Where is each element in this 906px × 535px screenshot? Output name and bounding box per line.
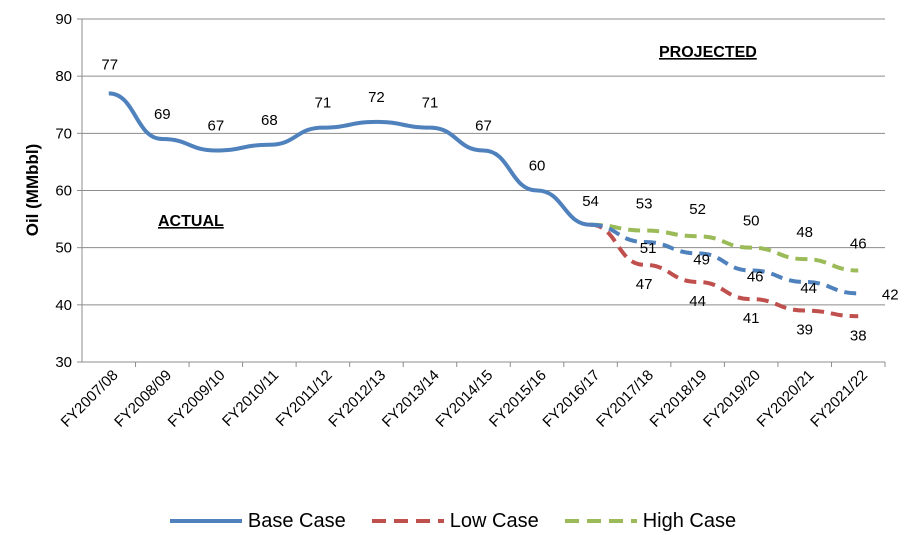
x-tick-label: FY2018/19 <box>647 367 711 431</box>
x-tick-label: FY2008/09 <box>111 367 175 431</box>
x-tick-label: FY2013/14 <box>379 367 443 431</box>
y-tick-label: 30 <box>55 354 72 371</box>
legend-item-high-case: High Case <box>564 509 737 533</box>
data-label-base-case: 67 <box>207 117 224 134</box>
legend-swatch-high-case <box>564 519 637 523</box>
series-line-low-case <box>590 222 859 319</box>
x-tick-label: FY2014/15 <box>432 367 496 431</box>
series-line-high-case <box>590 222 859 273</box>
data-label-high-case: 52 <box>689 201 706 218</box>
data-label-base-case: 67 <box>475 117 492 134</box>
data-label-base-case: 49 <box>693 251 710 268</box>
series-lines <box>108 91 859 319</box>
data-label-high-case: 48 <box>796 224 813 241</box>
legend-swatch-base-case <box>169 519 242 523</box>
data-label-base-case: 60 <box>529 158 546 175</box>
data-label-base-case: 51 <box>640 240 657 257</box>
oil-production-chart: 30 40 50 60 70 80 90 FY2007/08FY2008/09FY2009/… <box>23 11 899 431</box>
x-tick-label: FY2016/17 <box>539 367 603 431</box>
legend-label-low-case: Low Case <box>449 509 539 532</box>
y-tick-label: 40 <box>55 297 72 314</box>
x-tick-label: FY2019/20 <box>700 367 764 431</box>
legend-label-high-case: High Case <box>642 509 737 532</box>
data-label-base-case: 77 <box>101 56 118 73</box>
data-label-low-case: 41 <box>743 310 760 327</box>
data-label-base-case: 54 <box>582 193 599 210</box>
y-tick-label: 90 <box>55 11 72 28</box>
series-line-base-case-actual <box>108 91 591 227</box>
legend-swatch-low-case <box>371 519 444 523</box>
data-label-low-case: 44 <box>689 293 706 310</box>
y-axis-ticks: 30 40 50 60 70 80 90 <box>55 11 72 371</box>
legend-item-base-case: Base Case <box>169 509 346 533</box>
data-label-base-case: 72 <box>368 89 385 106</box>
x-tick-label: FY2009/10 <box>165 367 229 431</box>
data-label-base-case: 68 <box>261 112 278 129</box>
data-label-base-case: 71 <box>422 95 439 112</box>
data-label-base-case: 69 <box>154 106 171 123</box>
y-tick-label: 80 <box>55 68 72 85</box>
data-label-high-case: 46 <box>850 236 867 253</box>
projected-annotation: PROJECTED <box>659 44 757 61</box>
data-label-low-case: 39 <box>796 322 813 339</box>
legend-item-low-case: Low Case <box>371 509 539 533</box>
x-tick-label: FY2017/18 <box>593 367 657 431</box>
x-tick-label: FY2012/13 <box>325 367 389 431</box>
x-tick-label: FY2021/22 <box>807 367 871 431</box>
y-tick-label: 70 <box>55 125 72 142</box>
y-axis-label: Oil (MMbbl) <box>23 144 42 237</box>
data-label-high-case: 50 <box>743 213 760 230</box>
data-label-base-case: 46 <box>747 269 764 286</box>
legend: Base Case Low Case High Case <box>0 508 906 534</box>
data-label-high-case: 53 <box>636 196 653 213</box>
actual-annotation: ACTUAL <box>158 213 224 230</box>
gridlines <box>77 18 886 367</box>
data-label-low-case: 38 <box>850 327 867 344</box>
data-label-base-case: 71 <box>315 95 332 112</box>
data-label-base-case: 44 <box>800 280 817 297</box>
x-tick-label: FY2007/08 <box>58 367 122 431</box>
y-tick-label: 50 <box>55 240 72 257</box>
y-tick-label: 60 <box>55 183 72 200</box>
legend-label-base-case: Base Case <box>247 509 346 532</box>
data-label-low-case: 47 <box>636 276 653 293</box>
data-labels: 77 69 67 68 71 72 71 67 60 54 51 49 46 44 42 53 52 50 48 46… <box>101 56 898 344</box>
x-tick-label: FY2010/11 <box>219 367 282 430</box>
data-label-base-case: 42 <box>882 286 899 303</box>
series-line-base-case-projected <box>590 222 859 296</box>
x-tick-label: FY2020/21 <box>754 367 818 431</box>
x-tick-label: FY2015/16 <box>486 367 550 431</box>
